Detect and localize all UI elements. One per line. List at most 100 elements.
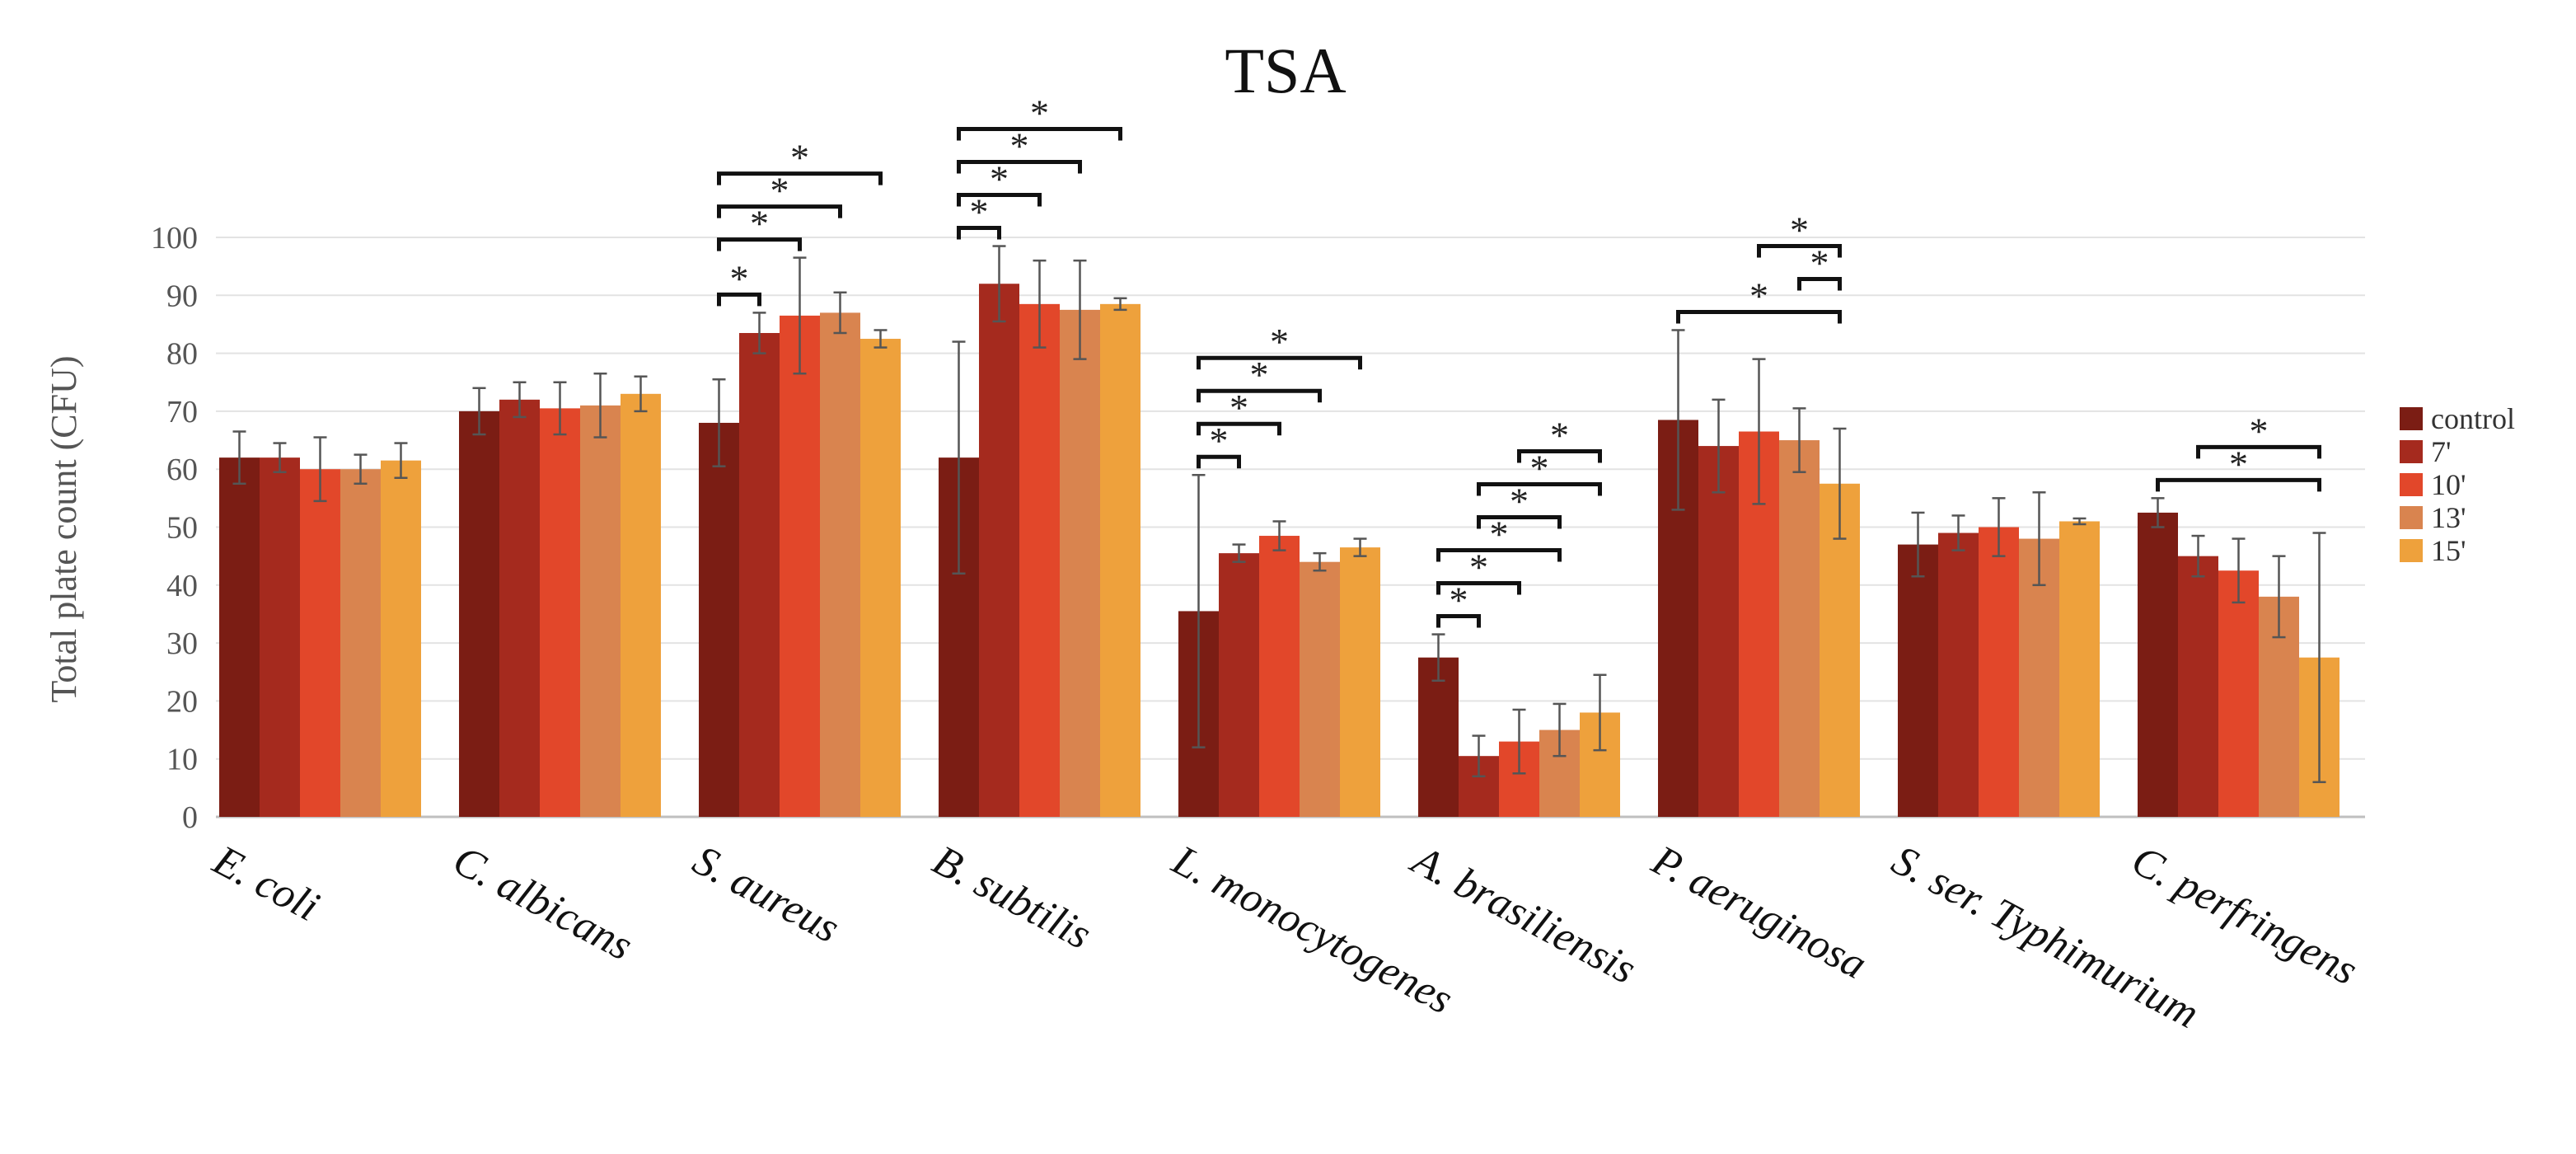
significance-star: * — [790, 137, 809, 179]
y-tick-label: 70 — [166, 395, 198, 429]
bar — [1418, 657, 1459, 817]
bar — [219, 457, 260, 817]
legend-label: 15' — [2431, 534, 2466, 567]
y-tick-label: 20 — [166, 684, 198, 719]
legend-label: 10' — [2431, 468, 2466, 501]
y-tick-label: 60 — [166, 453, 198, 487]
significance-bracket — [957, 160, 1082, 174]
category-label-text: P. aeruginosa — [1644, 837, 1874, 989]
category-labels: E. coli C. albicans S. aureus B. subtilis L.… — [205, 836, 2365, 1038]
significance-star: * — [730, 257, 749, 299]
category-label: B. subtilis — [925, 837, 1098, 959]
bar — [699, 422, 739, 817]
significance-star: * — [1550, 415, 1569, 457]
significance-bracket — [717, 171, 883, 185]
bar — [1779, 440, 1820, 817]
bar — [1019, 303, 1060, 818]
y-tick-label: 40 — [166, 569, 198, 603]
legend-swatch — [2400, 473, 2423, 496]
legend-label: 13' — [2431, 501, 2466, 534]
category-label: C. albicans — [446, 837, 640, 970]
y-tick-label: 50 — [166, 511, 198, 546]
significance-star: * — [1229, 387, 1248, 429]
y-axis-label: Total plate count (CFU) — [44, 356, 84, 703]
bar — [540, 408, 580, 817]
significance-star: * — [1530, 448, 1549, 490]
bar — [621, 393, 661, 817]
bar — [381, 460, 421, 817]
bar — [1259, 536, 1300, 817]
legend-swatch — [2400, 440, 2423, 463]
bar — [860, 339, 901, 817]
bar — [1340, 547, 1380, 817]
bar — [1219, 553, 1259, 817]
significance-star: * — [1510, 481, 1529, 523]
significance-bracket — [1757, 243, 1842, 258]
legend-label: 7' — [2431, 435, 2452, 468]
significance-bracket — [957, 127, 1122, 141]
significance-bracket — [717, 292, 761, 307]
significance-star: * — [1749, 274, 1768, 317]
bar — [1938, 532, 1979, 817]
error-bars — [232, 245, 2326, 784]
bar — [300, 469, 340, 817]
bar — [1979, 527, 2019, 817]
category-label-text: C. albicans — [446, 837, 640, 970]
category-label-text: C. perfringens — [2124, 837, 2365, 994]
significance-star: * — [1450, 579, 1468, 622]
significance-bracket — [1676, 309, 1842, 324]
significance-bracket — [1197, 355, 1362, 370]
significance-star: * — [1250, 354, 1269, 396]
category-label: S. aureus — [686, 837, 847, 952]
bar — [1300, 561, 1340, 817]
bars — [219, 284, 2339, 818]
significance-brackets: *********************** — [717, 92, 2321, 628]
legend-swatch — [2400, 407, 2423, 430]
bar — [1898, 544, 1938, 817]
bar — [2059, 521, 2100, 817]
y-tick-label: 10 — [166, 743, 198, 777]
significance-star: * — [1030, 92, 1049, 134]
significance-bracket — [2196, 444, 2321, 459]
bar — [2138, 512, 2178, 817]
y-tick-label: 100 — [151, 221, 198, 256]
bar — [1698, 446, 1739, 817]
significance-star: * — [970, 191, 989, 233]
chart-title: TSA — [1225, 35, 1346, 106]
bar — [340, 469, 381, 817]
y-tick-label: 80 — [166, 337, 198, 372]
significance-bracket — [1477, 515, 1562, 529]
significance-bracket — [1797, 276, 1842, 291]
legend-label: control — [2431, 402, 2515, 435]
significance-bracket — [1477, 482, 1602, 496]
bar — [580, 405, 621, 817]
significance-star: * — [2229, 443, 2248, 485]
bar — [739, 332, 780, 817]
y-tick-label: 90 — [166, 279, 198, 313]
significance-bracket — [1197, 421, 1281, 436]
category-label: P. aeruginosa — [1644, 837, 1874, 989]
category-label-text: E. coli — [205, 837, 327, 931]
significance-bracket — [1197, 454, 1241, 469]
significance-bracket — [717, 237, 802, 251]
legend-swatch — [2400, 539, 2423, 562]
category-label: C. perfringens — [2124, 837, 2365, 994]
bar — [499, 399, 540, 817]
significance-bracket — [1436, 548, 1562, 562]
bar — [979, 284, 1019, 817]
significance-bracket — [1436, 581, 1521, 595]
significance-star: * — [1469, 547, 1488, 589]
significance-star: * — [1490, 514, 1509, 556]
bar — [459, 410, 499, 817]
significance-star: * — [1010, 125, 1029, 167]
significance-star: * — [1810, 242, 1829, 284]
significance-star: * — [2250, 410, 2269, 452]
significance-star: * — [1210, 420, 1229, 462]
category-label: E. coli — [205, 837, 327, 931]
legend-swatch — [2400, 506, 2423, 529]
bar — [2218, 570, 2259, 817]
bar — [1100, 303, 1140, 818]
y-tick-label: 30 — [166, 626, 198, 661]
